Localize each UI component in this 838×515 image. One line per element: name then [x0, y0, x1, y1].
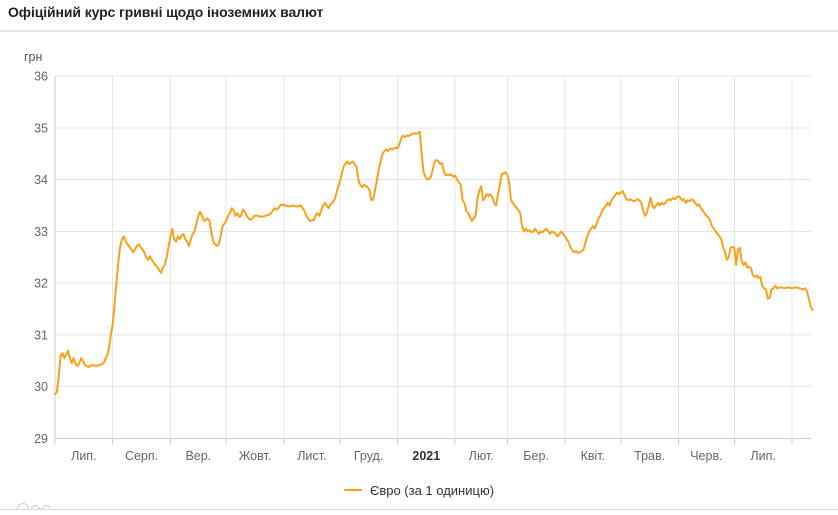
y-tick-label: 30	[34, 380, 48, 394]
legend-label: Євро (за 1 одиницю)	[369, 482, 495, 498]
clipped-text-fragment	[17, 502, 63, 509]
y-tick-label: 36	[34, 70, 48, 84]
x-tick-label: Трав.	[634, 449, 665, 463]
x-tick-label: Бер.	[523, 449, 549, 463]
y-tick-label: 29	[34, 432, 48, 446]
y-tick-label: 33	[34, 225, 48, 239]
page-title: Офіційний курс гривні щодо іноземних вал…	[8, 4, 324, 20]
y-tick-label: 32	[34, 277, 48, 291]
x-tick-label: Лют.	[469, 449, 494, 463]
y-tick-label: 35	[34, 121, 48, 135]
x-tick-label: Груд.	[354, 449, 383, 463]
x-tick-label: Квіт.	[581, 449, 606, 463]
x-tick-label: Жовт.	[239, 449, 272, 463]
x-tick-label: Лип.	[750, 449, 775, 463]
y-tick-label: 34	[34, 173, 48, 187]
x-tick-label: Черв.	[690, 449, 722, 463]
x-tick-label-year: 2021	[412, 449, 440, 463]
x-tick-label: Лист.	[297, 449, 326, 463]
y-axis-unit-label: грн	[24, 50, 43, 64]
legend-line-swatch	[343, 488, 362, 492]
y-tick-label: 31	[34, 328, 48, 342]
title-divider	[0, 30, 838, 32]
x-tick-label: Серп.	[125, 449, 158, 463]
x-tick-label: Вер.	[185, 449, 211, 463]
chart-legend[interactable]: Євро (за 1 одиницю)	[0, 481, 838, 499]
eur-series-line[interactable]	[54, 130, 814, 396]
bottom-divider	[0, 509, 838, 510]
x-tick-label: Лип.	[71, 449, 96, 463]
